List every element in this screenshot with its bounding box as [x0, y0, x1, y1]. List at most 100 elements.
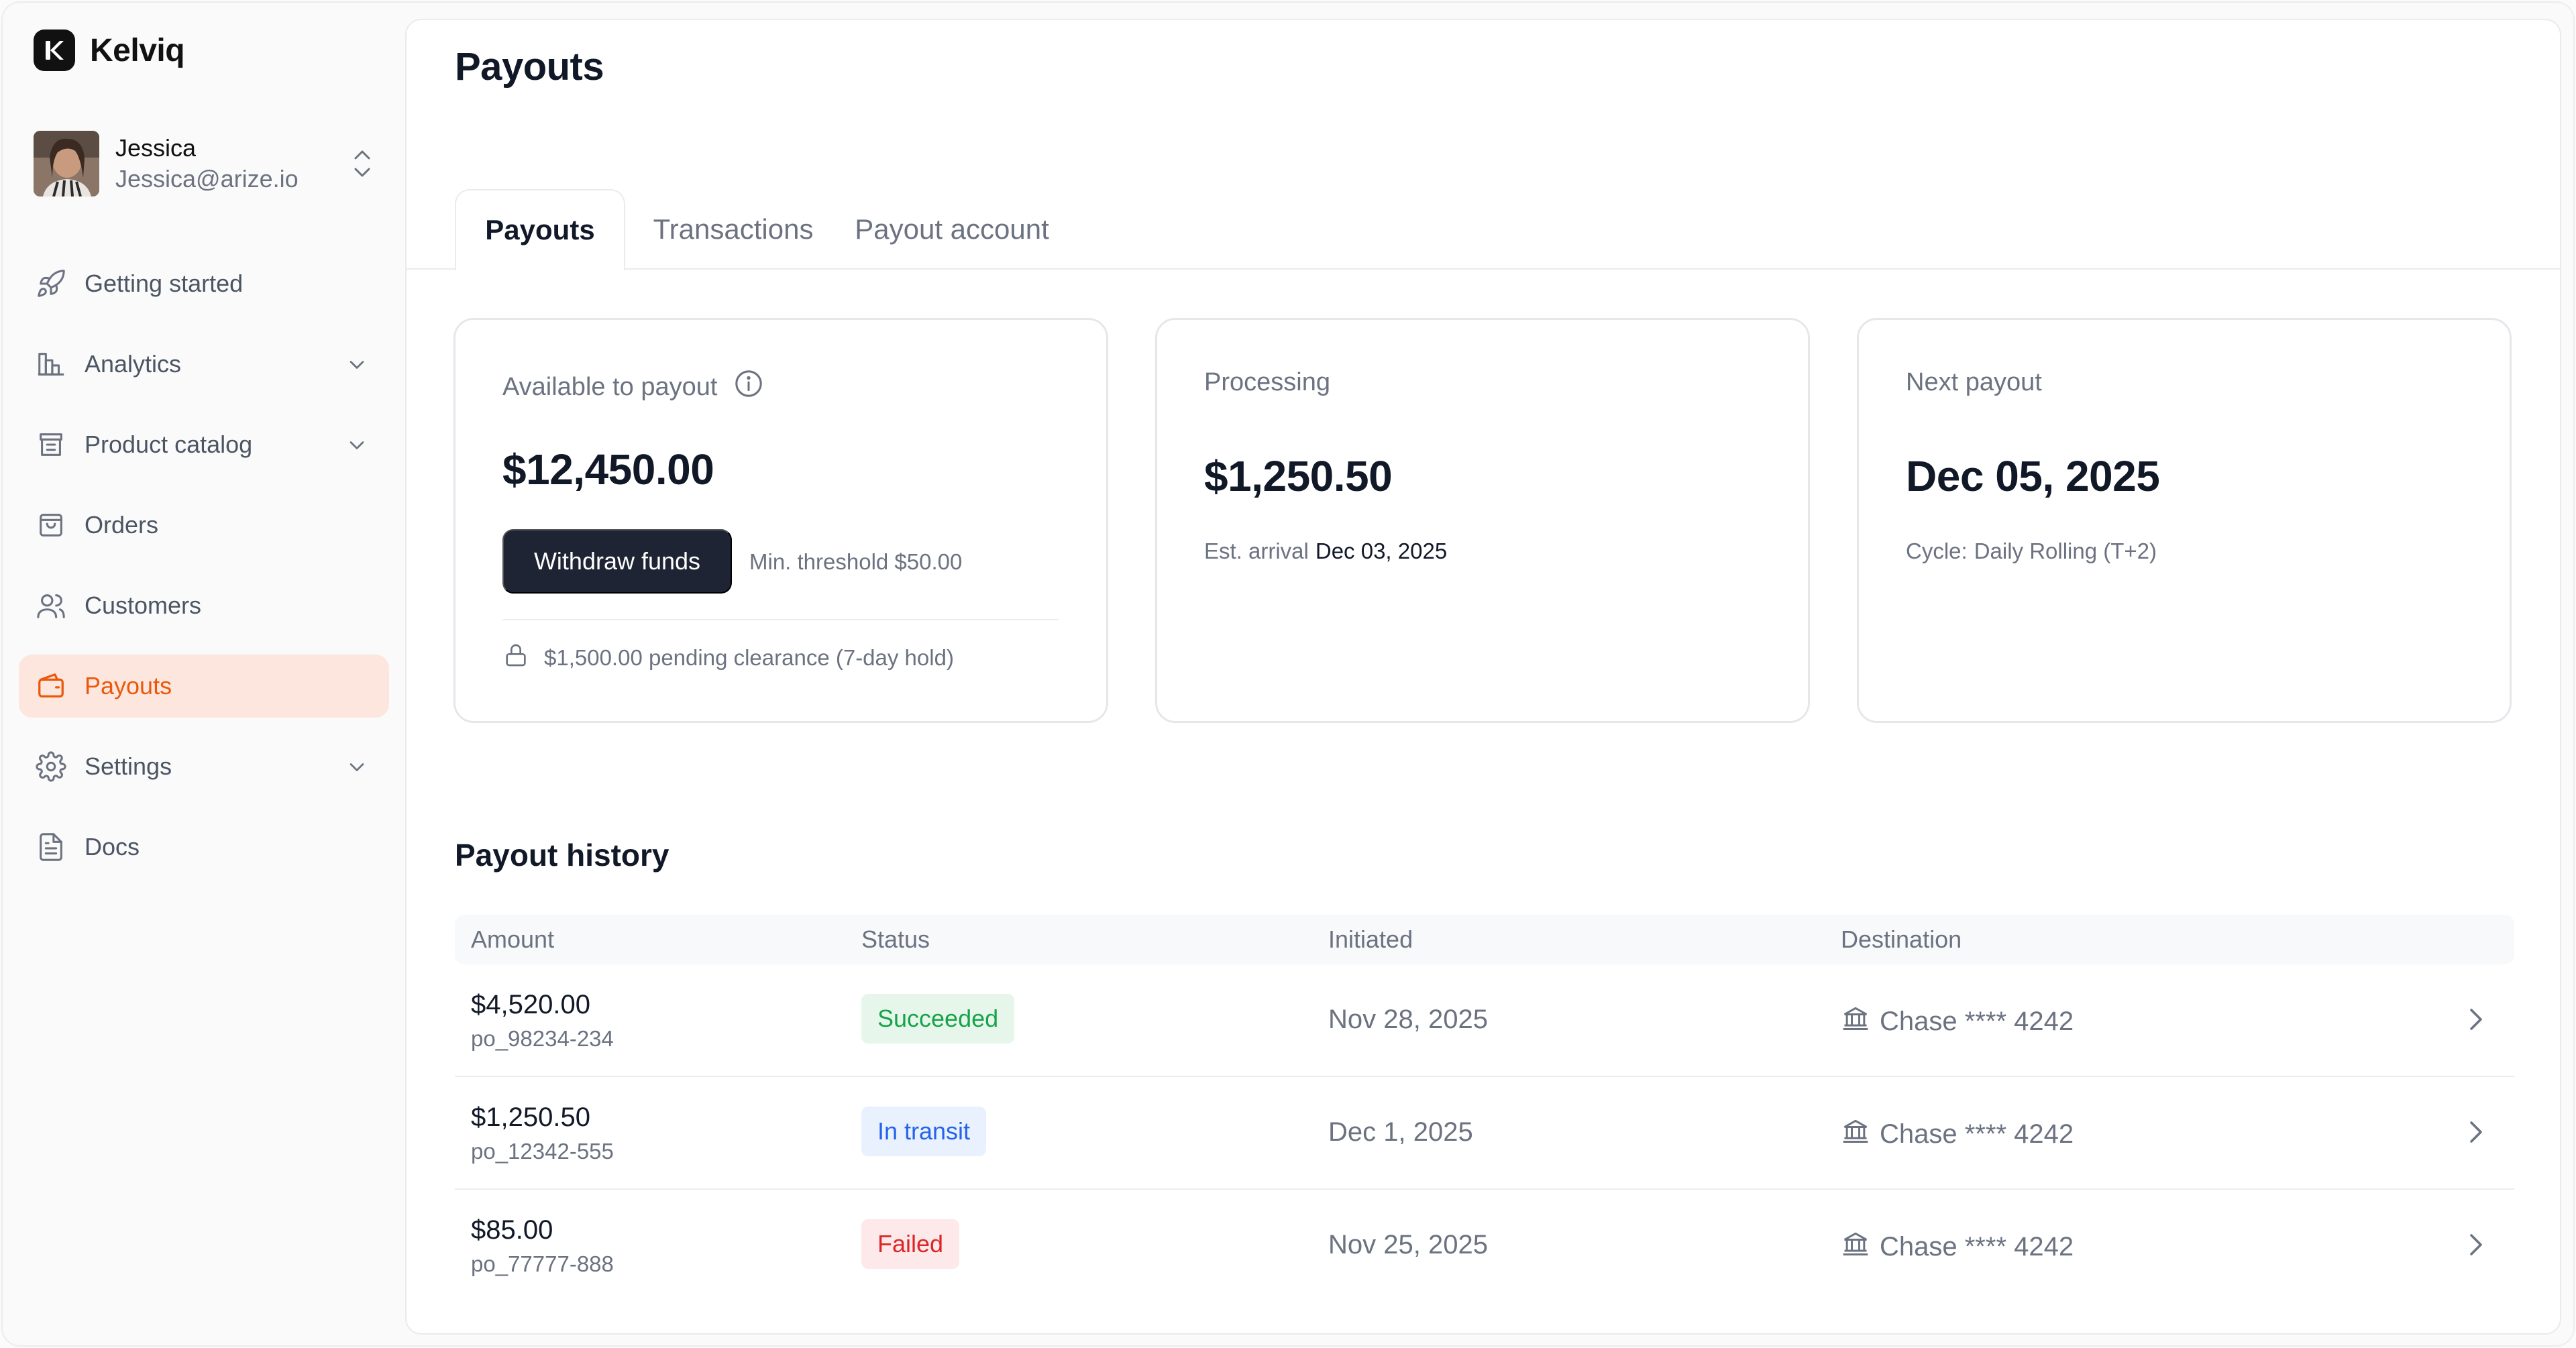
table-row[interactable]: $4,520.00 po_98234-234 Succeeded Nov 28,…: [455, 964, 2514, 1077]
withdraw-funds-button[interactable]: Withdraw funds: [502, 529, 732, 594]
processing-amount: $1,250.50: [1204, 452, 1393, 500]
available-amount: $12,450.00: [502, 445, 714, 494]
card-divider: [502, 619, 1059, 620]
gear-icon: [35, 750, 67, 783]
destination-text: Chase **** 4242: [1880, 1231, 2074, 1261]
catalog-icon: [35, 429, 67, 461]
status-badge: Succeeded: [861, 994, 1015, 1044]
info-icon[interactable]: [733, 368, 764, 406]
brand-name: Kelviq: [90, 32, 185, 68]
sidebar-item-label: Payouts: [85, 672, 172, 699]
lock-icon: [502, 642, 529, 674]
payout-amount: $4,520.00: [471, 990, 590, 1019]
est-arrival: Est. arrival Dec 03, 2025: [1204, 539, 1447, 564]
chevron-down-icon[interactable]: [345, 353, 369, 377]
sidebar-item-orders[interactable]: Orders: [19, 494, 389, 557]
est-arrival-date: Dec 03, 2025: [1315, 539, 1448, 563]
chevron-right-icon[interactable]: [2459, 1116, 2491, 1148]
kelviq-logo-icon: [34, 30, 75, 71]
card-label: Next payout: [1906, 368, 2042, 397]
available-label: Available to payout: [502, 372, 718, 401]
payout-history-table: Amount Status Initiated Destination $4,5…: [455, 915, 2514, 1302]
sidebar-item-label: Getting started: [85, 270, 244, 297]
sidebar-nav: Getting started Analytics: [19, 252, 389, 896]
est-arrival-label: Est. arrival: [1204, 539, 1309, 563]
column-header-amount: Amount: [471, 925, 555, 953]
min-threshold-text: Min. threshold $50.00: [749, 549, 963, 574]
status-badge: In transit: [861, 1107, 987, 1156]
user-switcher[interactable]: Jessica Jessica@arize.io: [34, 130, 376, 197]
table-row[interactable]: $1,250.50 po_12342-555 In transit Dec 1,…: [455, 1077, 2514, 1190]
payout-amount: $1,250.50: [471, 1103, 590, 1132]
sidebar-item-customers[interactable]: Customers: [19, 574, 389, 637]
payout-id: po_12342-555: [471, 1139, 614, 1164]
chevron-right-icon[interactable]: [2459, 1003, 2491, 1035]
chevron-up-down-icon[interactable]: [349, 145, 376, 182]
initiated-date: Dec 1, 2025: [1328, 1117, 1473, 1147]
destination: Chase **** 4242: [1841, 1229, 2074, 1265]
destination: Chase **** 4242: [1841, 1116, 2074, 1152]
pending-text: $1,500.00 pending clearance (7-day hold): [544, 645, 954, 670]
next-payout-label: Next payout: [1906, 368, 2042, 396]
chevron-down-icon[interactable]: [345, 433, 369, 457]
table-row[interactable]: $85.00 po_77777-888 Failed Nov 25, 2025 …: [455, 1190, 2514, 1302]
card-label: Available to payout: [502, 368, 764, 406]
pending-clearance: $1,500.00 pending clearance (7-day hold): [502, 642, 954, 674]
next-payout-date: Dec 05, 2025: [1906, 452, 2160, 500]
sidebar-item-payouts[interactable]: Payouts: [19, 655, 389, 718]
sidebar-item-label: Orders: [85, 511, 159, 539]
sidebar-item-getting-started[interactable]: Getting started: [19, 252, 389, 315]
users-icon: [35, 589, 67, 622]
sidebar-item-settings[interactable]: Settings: [19, 735, 389, 798]
brand[interactable]: Kelviq: [34, 30, 185, 71]
column-header-status: Status: [861, 925, 930, 953]
processing-label: Processing: [1204, 368, 1330, 396]
user-name: Jessica: [115, 134, 197, 162]
main-content: Payouts Payouts Transactions Payout acco…: [405, 19, 2561, 1335]
cycle-value: Daily Rolling (T+2): [1974, 539, 2157, 563]
sidebar-item-analytics[interactable]: Analytics: [19, 333, 389, 396]
sidebar-item-product-catalog[interactable]: Product catalog: [19, 413, 389, 476]
payout-cycle: Cycle: Daily Rolling (T+2): [1906, 539, 2157, 564]
initiated-date: Nov 28, 2025: [1328, 1005, 1488, 1034]
destination: Chase **** 4242: [1841, 1003, 2074, 1040]
sidebar-item-label: Docs: [85, 833, 140, 860]
status-badge: Failed: [861, 1219, 960, 1269]
sidebar-item-label: Product catalog: [85, 431, 253, 458]
bank-icon: [1841, 1003, 1870, 1040]
initiated-date: Nov 25, 2025: [1328, 1230, 1488, 1259]
available-to-payout-card: Available to payout $12,450.00 Withdraw …: [453, 318, 1108, 723]
payout-history-title: Payout history: [455, 838, 669, 873]
sidebar-item-label: Settings: [85, 752, 172, 780]
payout-id: po_98234-234: [471, 1026, 614, 1051]
bank-icon: [1841, 1229, 1870, 1265]
payout-amount: $85.00: [471, 1215, 553, 1245]
sidebar: Kelviq Jessica Jessica@arize.io: [3, 3, 405, 1345]
bank-icon: [1841, 1116, 1870, 1152]
page-title: Payouts: [455, 45, 604, 89]
tab-payout-account[interactable]: Payout account: [855, 213, 1049, 245]
sidebar-item-docs[interactable]: Docs: [19, 816, 389, 879]
tab-bar: Payouts Transactions Payout account: [407, 189, 2560, 271]
column-header-initiated: Initiated: [1328, 925, 1413, 953]
wallet-icon: [35, 670, 67, 702]
destination-text: Chase **** 4242: [1880, 1119, 2074, 1149]
tab-payouts[interactable]: Payouts: [455, 189, 625, 271]
destination-text: Chase **** 4242: [1880, 1006, 2074, 1036]
rocket-icon: [35, 268, 67, 300]
sidebar-item-label: Customers: [85, 592, 202, 619]
card-label: Processing: [1204, 368, 1330, 397]
sidebar-item-label: Analytics: [85, 350, 182, 378]
shopping-bag-icon: [35, 509, 67, 541]
cycle-label: Cycle:: [1906, 539, 1968, 563]
document-icon: [35, 831, 67, 863]
processing-card: Processing $1,250.50 Est. arrival Dec 03,…: [1155, 318, 1810, 723]
chevron-down-icon[interactable]: [345, 755, 369, 779]
chevron-right-icon[interactable]: [2459, 1229, 2491, 1261]
user-email: Jessica@arize.io: [115, 165, 299, 192]
table-header: Amount Status Initiated Destination: [455, 915, 2514, 964]
tab-transactions[interactable]: Transactions: [653, 213, 814, 245]
payout-id: po_77777-888: [471, 1251, 614, 1276]
avatar: [34, 131, 99, 196]
